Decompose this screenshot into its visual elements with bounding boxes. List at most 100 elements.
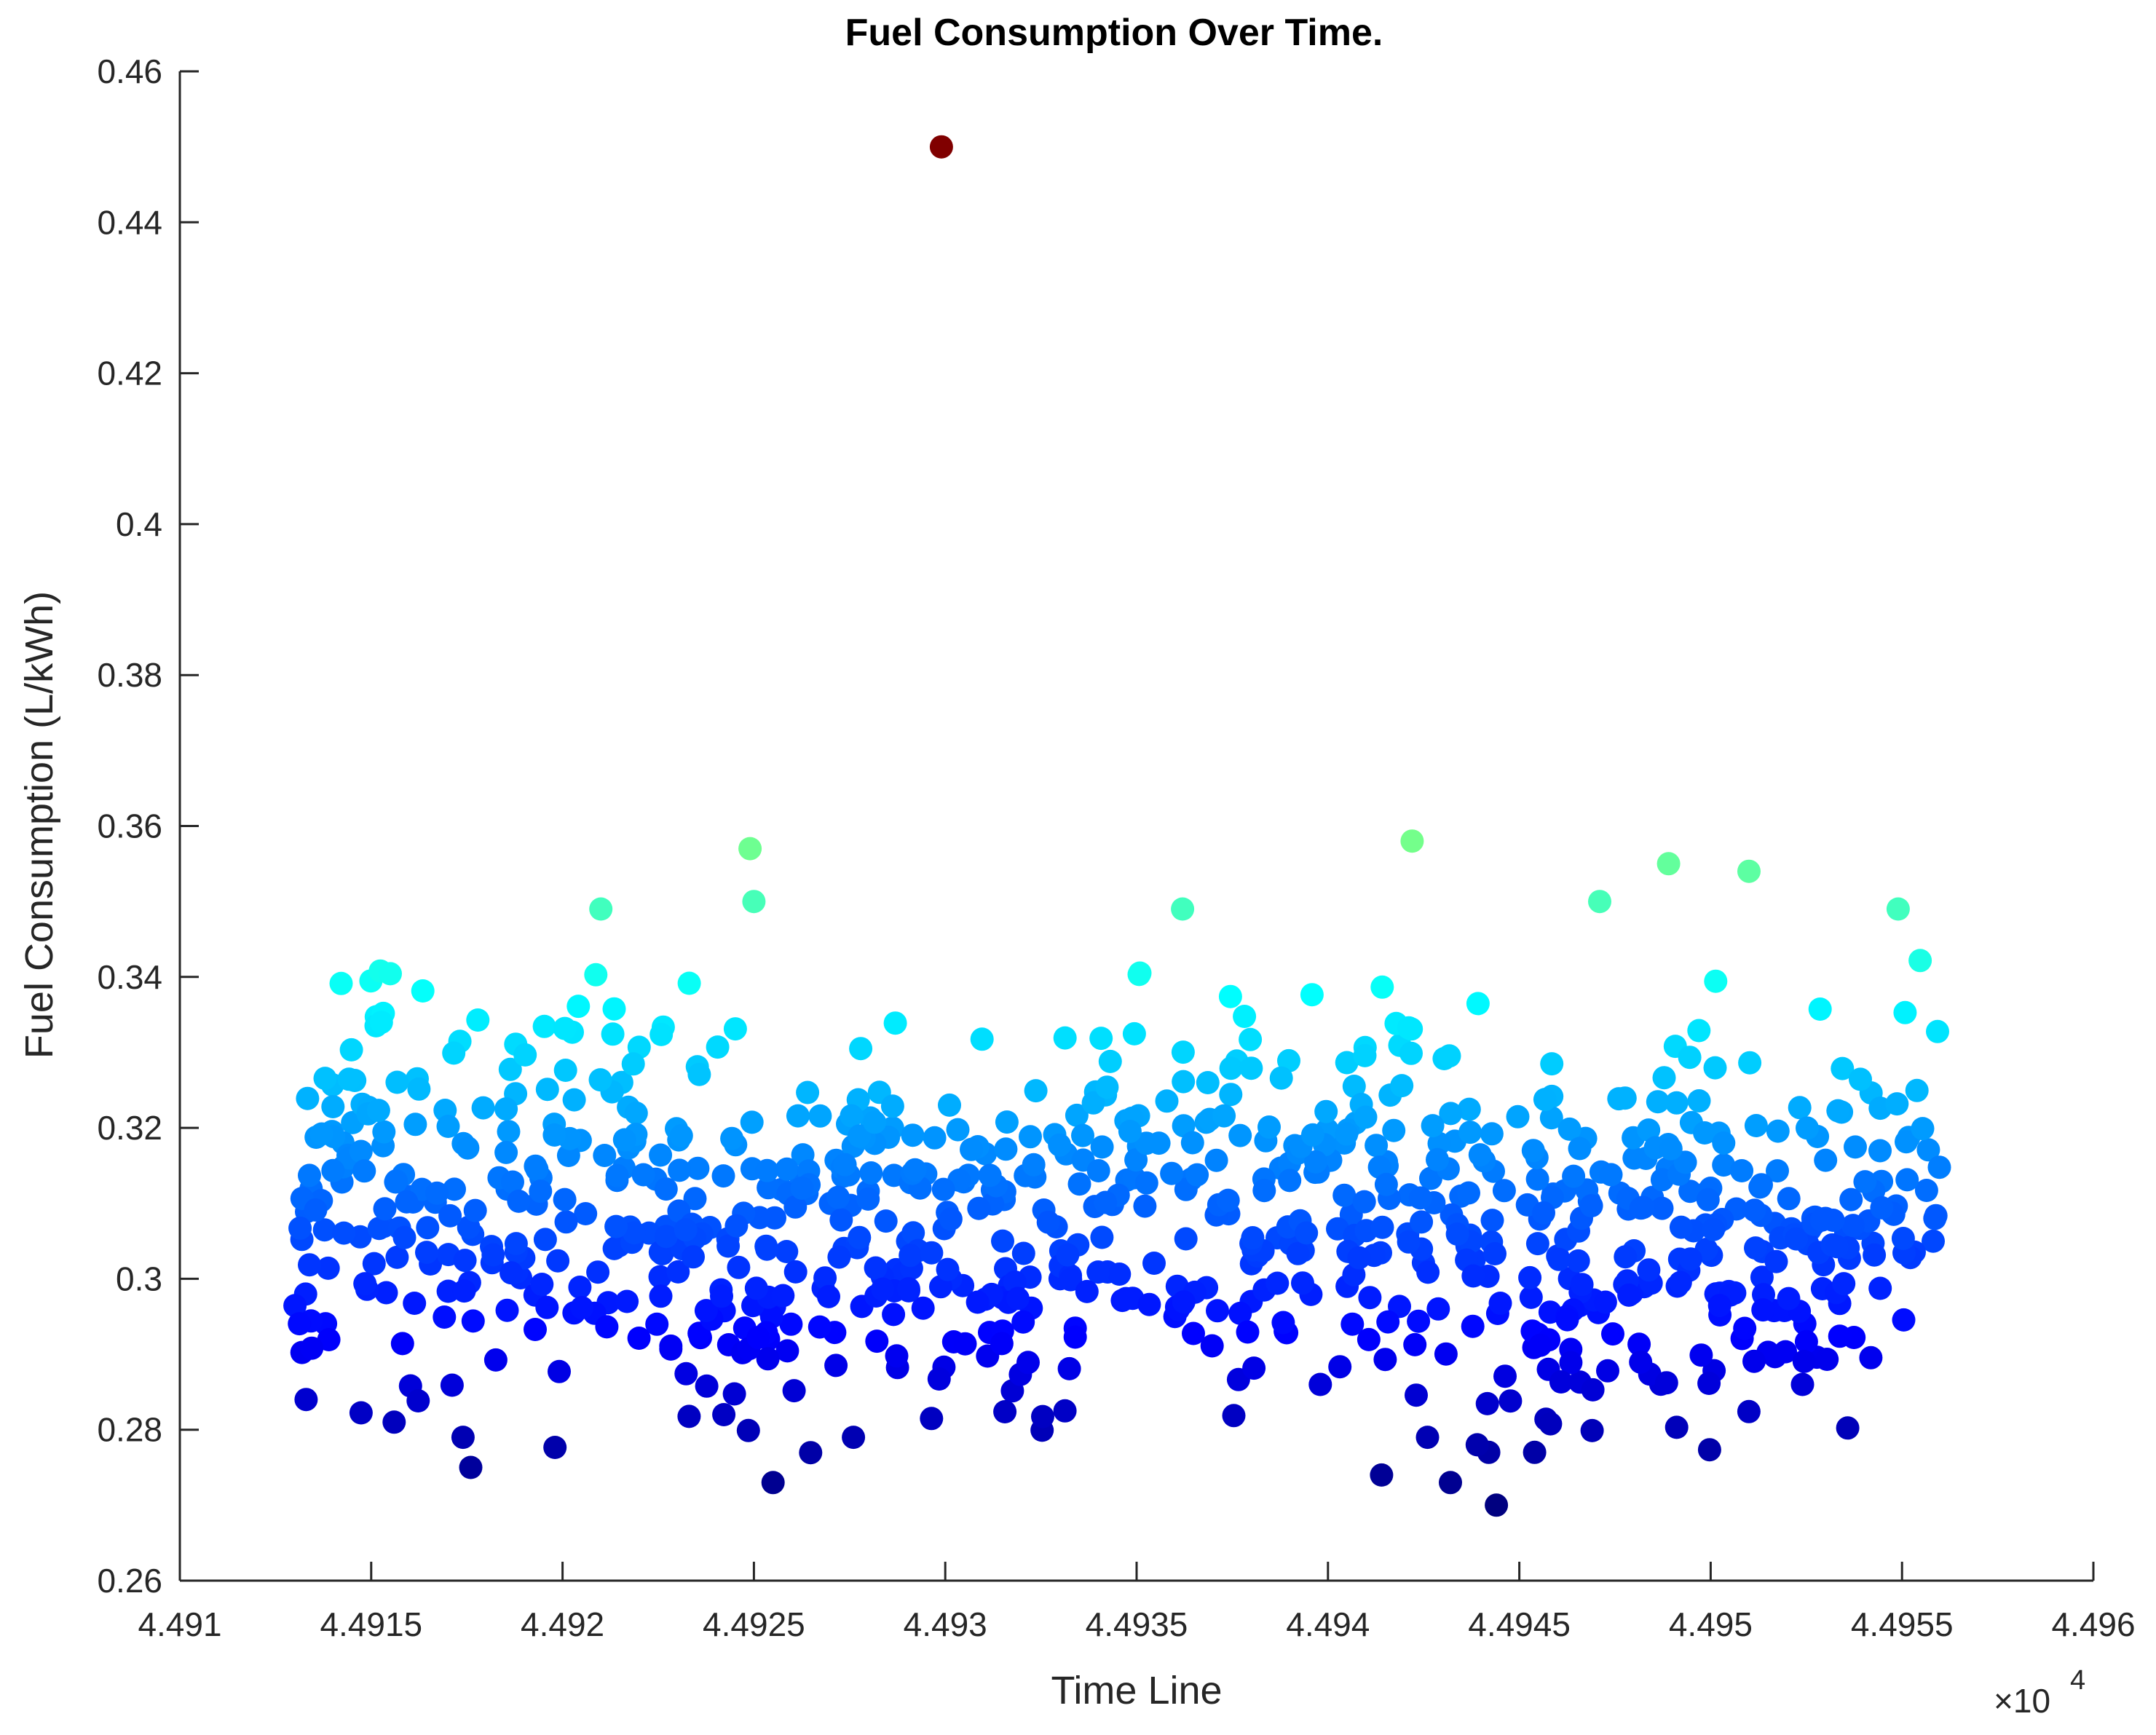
- scatter-point: [1908, 949, 1932, 973]
- scatter-point: [1521, 1139, 1545, 1163]
- scatter-point: [1828, 1324, 1852, 1348]
- scatter-point: [1687, 1089, 1711, 1112]
- scatter-point: [1668, 1270, 1692, 1295]
- scatter-point: [720, 1126, 744, 1150]
- scatter-point: [1426, 1297, 1450, 1321]
- scatter-point: [595, 1315, 619, 1339]
- scatter-point: [1766, 1159, 1789, 1183]
- scatter-point: [1222, 1404, 1246, 1428]
- scatter-point: [1738, 1051, 1762, 1075]
- scatter-point: [406, 1389, 430, 1412]
- scatter-point: [483, 1348, 508, 1372]
- scatter-point: [1853, 1170, 1877, 1194]
- scatter-point: [1439, 1471, 1462, 1495]
- scatter-point: [436, 1115, 460, 1138]
- scatter-point: [1239, 1056, 1263, 1080]
- scatter-point: [1006, 1287, 1030, 1311]
- scatter-point: [1410, 1210, 1434, 1234]
- scatter-point: [938, 1093, 961, 1117]
- scatter-point: [1814, 1148, 1838, 1172]
- scatter-point: [298, 1163, 321, 1187]
- scatter-point: [799, 1441, 823, 1465]
- scatter-point: [367, 1217, 391, 1241]
- scatter-point: [494, 1140, 518, 1164]
- scatter-point: [1712, 1131, 1736, 1155]
- scatter-point: [1826, 1099, 1850, 1123]
- scatter-point: [1185, 1163, 1209, 1187]
- scatter-point: [1122, 1021, 1146, 1046]
- scatter-point: [1751, 1298, 1775, 1322]
- scatter-point: [1599, 1163, 1623, 1187]
- scatter-point: [1397, 1230, 1421, 1254]
- scatter-point: [796, 1080, 820, 1104]
- scatter-point: [1475, 1391, 1499, 1415]
- scatter-point: [808, 1104, 832, 1128]
- scatter-point: [1794, 1329, 1818, 1353]
- scatter-point: [1742, 1198, 1766, 1222]
- scatter-point: [1916, 1138, 1940, 1162]
- scatter-point: [452, 1279, 476, 1303]
- scatter-point: [1067, 1172, 1091, 1196]
- y-tick-label: 0.38: [97, 656, 162, 694]
- scatter-point: [602, 997, 626, 1021]
- scatter-point: [649, 1143, 673, 1167]
- scatter-point: [1397, 1016, 1421, 1040]
- scatter-point: [403, 1112, 427, 1137]
- scatter-point: [865, 1329, 889, 1353]
- scatter-point: [1891, 1227, 1915, 1250]
- scatter-point: [535, 1078, 559, 1102]
- scatter-point: [1439, 1102, 1463, 1126]
- scatter-point: [556, 1144, 580, 1167]
- scatter-point: [1687, 1019, 1711, 1043]
- scatter-point: [554, 1210, 578, 1234]
- scatter-point: [1376, 1310, 1400, 1334]
- scatter-point: [466, 1008, 490, 1032]
- scatter-point: [807, 1315, 832, 1339]
- scatter-point: [761, 1471, 785, 1495]
- chart-title: Fuel Consumption Over Time.: [845, 12, 1383, 54]
- scatter-point: [896, 1277, 920, 1301]
- y-ticks: 0.26 0.28 0.3 0.32 0.34 0.36 0.38 0.4 0.42 0.44 0.…: [97, 52, 199, 1600]
- scatter-point: [659, 1337, 683, 1361]
- scatter-point: [1601, 1322, 1624, 1346]
- scatter-point: [288, 1312, 312, 1336]
- scatter-point: [993, 1400, 1017, 1423]
- scatter-point: [1785, 1227, 1808, 1251]
- scatter-point: [622, 1221, 646, 1245]
- scatter-point: [1461, 1264, 1485, 1288]
- scatter-point: [1022, 1153, 1046, 1177]
- scatter-point: [1488, 1292, 1512, 1315]
- scatter-point: [1815, 1348, 1839, 1371]
- scatter-point: [829, 1208, 853, 1232]
- scatter-point: [1702, 1217, 1726, 1241]
- scatter-point: [1086, 1260, 1110, 1284]
- scatter-point: [1328, 1355, 1352, 1379]
- scatter-point: [1777, 1187, 1801, 1211]
- scatter-point: [1200, 1334, 1224, 1358]
- scatter-point: [723, 1017, 747, 1041]
- scatter-point: [1893, 1000, 1917, 1024]
- scatter-point: [1291, 1271, 1314, 1295]
- scatter-point: [1180, 1131, 1204, 1155]
- scatter-point: [1588, 890, 1611, 914]
- scatter-point: [533, 1228, 557, 1252]
- scatter-point: [1399, 1041, 1423, 1065]
- scatter-point: [1485, 1493, 1509, 1517]
- scatter-point: [1532, 1201, 1555, 1225]
- scatter-point: [1792, 1349, 1816, 1373]
- scatter-point: [1204, 1148, 1228, 1172]
- scatter-point: [542, 1123, 566, 1147]
- scatter-point: [1370, 975, 1394, 999]
- scatter-point: [329, 971, 353, 995]
- scatter-point: [1278, 1169, 1302, 1193]
- scatter-point: [674, 1218, 698, 1242]
- scatter-point: [1373, 1348, 1397, 1372]
- scatter-point: [316, 1256, 340, 1280]
- x-tick-label: 4.4955: [1851, 1605, 1954, 1643]
- scatter-point: [495, 1298, 519, 1322]
- scatter-point: [366, 1099, 390, 1123]
- scatter-point: [990, 1332, 1014, 1356]
- scatter-point: [535, 1295, 559, 1319]
- scatter-point: [1137, 1292, 1161, 1316]
- scatter-point: [1415, 1426, 1440, 1450]
